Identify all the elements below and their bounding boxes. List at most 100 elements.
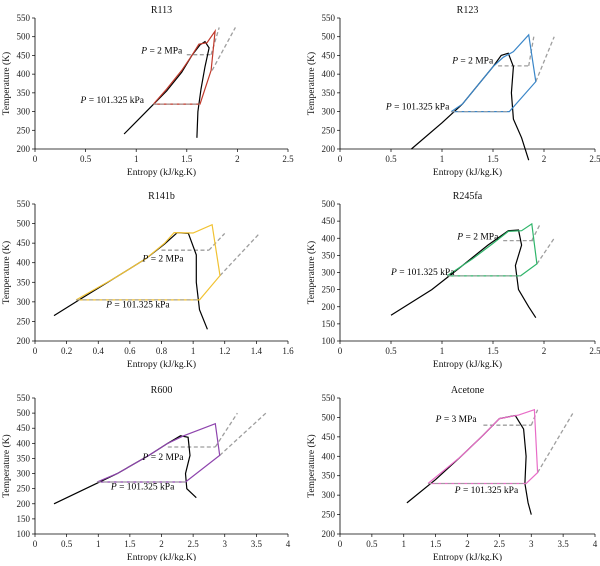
y-tick-label: 500	[17, 32, 31, 42]
x-tick-label: 1.4	[251, 346, 263, 356]
reference-isobar-line	[210, 27, 220, 55]
pressure-annotation: P = 101.325 kPa	[105, 301, 170, 311]
y-tick-label: 150	[17, 514, 31, 524]
pressure-annotation: P = 3 MPa	[435, 415, 478, 425]
x-tick-label: 3	[223, 539, 228, 549]
y-tick-label: 100	[322, 336, 336, 346]
y-axis-title: Temperature (K)	[306, 241, 317, 304]
y-tick-label: 200	[17, 499, 31, 509]
cycle-line	[75, 223, 221, 301]
pressure-annotation: P = 2 MPa	[142, 255, 185, 265]
x-tick-label: 2.5	[188, 539, 200, 549]
y-tick-label: 450	[17, 50, 31, 60]
y-axis-title: Temperature (K)	[306, 52, 317, 115]
y-tick-label: 500	[17, 219, 31, 229]
chart-title: R113	[151, 5, 172, 16]
x-tick-label: 3.5	[251, 539, 263, 549]
x-tick-label: 1	[402, 539, 407, 549]
x-tick-label: 2	[542, 346, 547, 356]
chart-panel-2: R123 0 0.5 1 1.5 2 2.5 200 250 300 350 400 450 500 550…	[306, 5, 600, 178]
chart-title: R123	[457, 5, 479, 16]
x-axis-title: Entropy (kJ/kg.K)	[127, 359, 196, 370]
x-tick-label: 0	[338, 154, 343, 164]
x-tick-label: 1	[440, 346, 445, 356]
reference-isobar-line	[535, 36, 555, 82]
y-tick-label: 500	[17, 408, 31, 418]
x-axis-title: Entropy (kJ/kg.K)	[127, 552, 196, 561]
x-tick-label: 2.5	[589, 346, 600, 356]
x-tick-label: 3.5	[558, 539, 570, 549]
y-tick-label: 350	[322, 88, 336, 98]
x-tick-label: 2	[235, 154, 240, 164]
y-tick-label: 400	[17, 438, 31, 448]
x-tick-label: 0.5	[385, 346, 397, 356]
pressure-annotation: P = 101.325 kPa	[390, 268, 455, 278]
x-tick-label: 2	[542, 154, 547, 164]
cycle-line	[446, 222, 538, 277]
x-tick-label: 1.6	[282, 346, 294, 356]
x-tick-label: 0	[338, 346, 343, 356]
y-tick-label: 550	[17, 13, 31, 23]
saturation-dome-line	[53, 435, 197, 505]
pressure-annotation: P = 101.325 kPa	[80, 96, 145, 106]
y-tick-label: 200	[17, 336, 31, 346]
y-tick-label: 350	[322, 250, 336, 260]
chart-panel-5: R600 0 0.5 1 1.5 2 2.5 3 3.5 4 100 150 200 250 300 350 4…	[1, 385, 291, 563]
x-tick-label: 1	[96, 539, 101, 549]
pressure-annotation: P = 101.325 kPa	[110, 482, 175, 492]
y-tick-label: 200	[17, 144, 31, 154]
chart-title: Acetone	[451, 385, 485, 396]
y-tick-label: 500	[322, 199, 336, 209]
x-tick-label: 0.5	[61, 539, 73, 549]
chart-title: R245fa	[453, 191, 483, 202]
x-axis-title: Entropy (kJ/kg.K)	[433, 167, 502, 178]
y-tick-label: 100	[17, 529, 31, 539]
x-tick-label: 0.5	[385, 154, 397, 164]
x-tick-label: 0.5	[80, 154, 92, 164]
y-axis-title: Temperature (K)	[1, 241, 12, 304]
y-tick-label: 550	[17, 199, 31, 209]
y-tick-label: 450	[17, 238, 31, 248]
x-tick-label: 1.5	[181, 154, 193, 164]
cycle-line	[450, 33, 537, 113]
y-tick-label: 300	[17, 107, 31, 117]
chart-panel-3: R141b 0 0.2 0.4 0.6 0.8 1 1.2 1.4 1.6 200 250 300 350…	[1, 191, 294, 370]
y-tick-label: 550	[322, 13, 336, 23]
x-axis-title: Entropy (kJ/kg.K)	[433, 359, 502, 370]
y-tick-label: 250	[17, 125, 31, 135]
x-tick-label: 0	[33, 154, 38, 164]
chart-panel-6: Acetone 0 0.5 1 1.5 2 2.5 3 3.5 4 200 250 300 350 400 4…	[306, 385, 598, 563]
y-tick-label: 400	[17, 258, 31, 268]
pressure-annotation: P = 101.325 kPa	[385, 103, 450, 113]
y-tick-label: 200	[322, 302, 336, 312]
y-tick-label: 550	[17, 393, 31, 403]
cycle-line	[96, 422, 221, 483]
cycle-line	[427, 408, 539, 485]
x-tick-label: 2	[159, 539, 164, 549]
x-tick-label: 1.5	[487, 346, 499, 356]
y-tick-label: 400	[17, 69, 31, 79]
y-tick-label: 450	[322, 50, 336, 60]
y-tick-label: 250	[17, 484, 31, 494]
x-tick-label: 1.5	[430, 539, 442, 549]
cycle-line	[152, 28, 216, 105]
x-tick-label: 2.5	[494, 539, 506, 549]
y-tick-label: 150	[322, 319, 336, 329]
y-axis-title: Temperature (K)	[1, 434, 12, 497]
saturation-dome-line	[390, 229, 537, 319]
saturation-dome-line	[53, 231, 208, 330]
x-tick-label: 0	[33, 346, 38, 356]
y-tick-label: 250	[322, 285, 336, 295]
x-tick-label: 0	[338, 539, 343, 549]
reference-isobar-line	[219, 412, 267, 456]
x-tick-label: 2	[465, 539, 470, 549]
reference-isobar-line	[536, 237, 555, 265]
y-tick-label: 400	[322, 233, 336, 243]
x-tick-label: 1.2	[219, 346, 230, 356]
y-tick-label: 500	[322, 412, 336, 422]
y-tick-label: 300	[17, 469, 31, 479]
x-tick-label: 1	[440, 154, 445, 164]
x-tick-label: 1.5	[487, 154, 499, 164]
pressure-annotation: P = 2 MPa	[140, 47, 183, 57]
saturation-dome-line	[406, 414, 532, 515]
